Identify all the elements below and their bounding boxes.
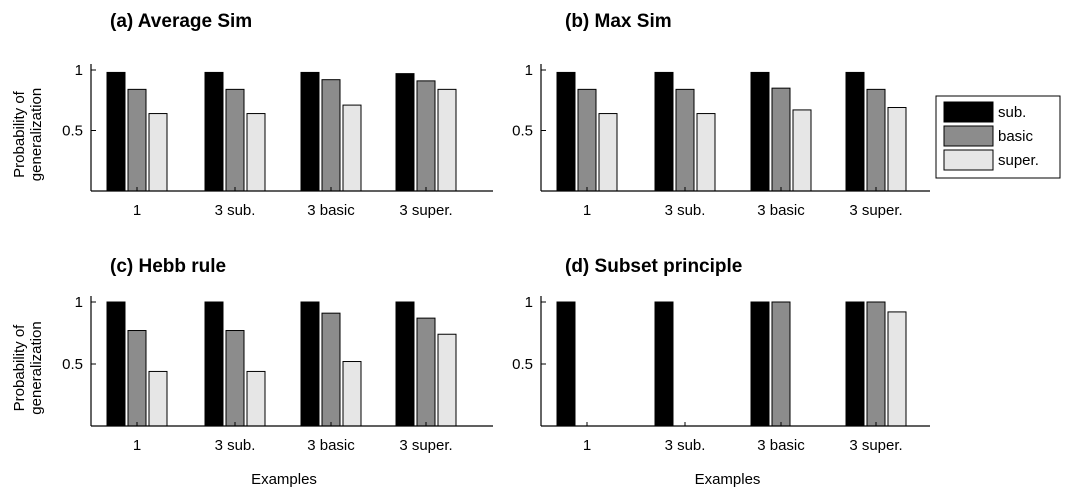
- bar-sub-3: [395, 73, 415, 192]
- bar-super-3: [887, 107, 907, 192]
- bar-basic-3: [866, 88, 886, 192]
- bar-basic-3: [416, 317, 436, 427]
- bar-super-0: [148, 370, 168, 427]
- y-tick-label: 0.5: [512, 356, 533, 373]
- y-tick-label: 0.5: [62, 356, 83, 373]
- bar-basic-0: [577, 88, 597, 192]
- x-tick-label: 3 sub.: [665, 202, 706, 219]
- legend-swatch: [943, 101, 994, 123]
- bar-super-0: [598, 113, 618, 192]
- bar-super-1: [696, 113, 716, 192]
- x-tick-label: 3 sub.: [665, 437, 706, 454]
- bar-sub-3: [845, 301, 865, 427]
- x-tick-label: 3 basic: [757, 437, 805, 454]
- legend-swatch: [943, 149, 994, 171]
- x-tick-label: 3 super.: [399, 437, 452, 454]
- bar-super-2: [342, 361, 362, 427]
- y-tick-label: 1: [525, 62, 533, 79]
- y-tick-label: 0.5: [62, 123, 83, 140]
- x-tick-label: 1: [133, 202, 141, 219]
- bar-sub-3: [395, 301, 415, 427]
- x-tick-label: 3 sub.: [215, 202, 256, 219]
- bar-basic-2: [321, 79, 341, 192]
- legend-label: basic: [998, 128, 1034, 145]
- chart-panel-1: (a) Average Sim 1 3 sub. 3 basic 3 super. 0.5…: [11, 11, 493, 219]
- bar-sub-0: [556, 71, 576, 192]
- x-tick-label: 3 basic: [757, 202, 805, 219]
- bar-sub-2: [750, 301, 770, 427]
- bar-basic-3: [416, 80, 436, 192]
- panel-title: (a) Average Sim: [110, 11, 252, 32]
- y-tick-label: 1: [75, 294, 83, 311]
- bar-sub-1: [204, 301, 224, 427]
- panel-title: (c) Hebb rule: [110, 256, 226, 277]
- bar-sub-2: [300, 301, 320, 427]
- bar-basic-3: [866, 301, 886, 427]
- bar-super-3: [887, 311, 907, 427]
- panel-title: (d) Subset principle: [565, 256, 742, 277]
- bar-basic-2: [771, 301, 791, 427]
- bar-sub-1: [654, 71, 674, 192]
- x-tick-label: 3 sub.: [215, 437, 256, 454]
- x-tick-label: 3 super.: [849, 437, 902, 454]
- x-tick-label: 3 basic: [307, 202, 355, 219]
- bar-super-1: [246, 370, 266, 427]
- bar-sub-0: [106, 301, 126, 427]
- bar-super-0: [148, 113, 168, 192]
- x-axis-label: Examples: [695, 471, 761, 488]
- x-tick-label: 3 super.: [399, 202, 452, 219]
- chart-panels: (a) Average Sim 1 3 sub. 3 basic 3 super. 0.5…: [11, 11, 930, 488]
- y-tick-label: 0.5: [512, 123, 533, 140]
- x-axis-label: Examples: [251, 471, 317, 488]
- x-tick-label: 3 basic: [307, 437, 355, 454]
- bar-sub-0: [556, 301, 576, 427]
- y-axis-label: generalization: [28, 321, 45, 414]
- chart-panel-2: (b) Max Sim 1 3 sub. 3 basic 3 super. 0.5 1: [512, 11, 930, 219]
- chart-panel-3: (c) Hebb rule 1 3 sub. 3 basic 3 super. 0.5 1 P…: [11, 256, 493, 488]
- bar-basic-1: [675, 88, 695, 192]
- bar-super-3: [437, 333, 457, 427]
- y-axis-label: generalization: [28, 88, 45, 181]
- x-tick-label: 1: [133, 437, 141, 454]
- bar-super-3: [437, 88, 457, 192]
- bar-super-1: [246, 113, 266, 192]
- bar-sub-1: [204, 71, 224, 192]
- legend-swatch: [943, 125, 994, 147]
- bar-sub-2: [750, 71, 770, 192]
- chart-panel-4: (d) Subset principle 1 3 sub. 3 basic 3 supe…: [512, 256, 930, 488]
- bar-sub-1: [654, 301, 674, 427]
- bar-basic-2: [771, 87, 791, 192]
- bar-basic-0: [127, 88, 147, 192]
- bar-super-2: [792, 109, 812, 192]
- bar-sub-0: [106, 71, 126, 192]
- legend-label: super.: [998, 152, 1039, 169]
- panel-title: (b) Max Sim: [565, 11, 672, 32]
- bar-basic-1: [225, 330, 245, 427]
- x-tick-label: 1: [583, 202, 591, 219]
- y-tick-label: 1: [75, 62, 83, 79]
- y-tick-label: 1: [525, 294, 533, 311]
- bar-sub-2: [300, 71, 320, 192]
- y-axis-label: Probability of: [11, 324, 28, 412]
- legend-label: sub.: [998, 104, 1026, 121]
- x-tick-label: 3 super.: [849, 202, 902, 219]
- bar-basic-0: [127, 330, 147, 427]
- x-tick-label: 1: [583, 437, 591, 454]
- bar-basic-1: [225, 88, 245, 192]
- y-axis-label: Probability of: [11, 90, 28, 178]
- bar-sub-3: [845, 71, 865, 192]
- bar-super-2: [342, 104, 362, 192]
- bar-basic-2: [321, 312, 341, 427]
- chart-legend: sub. basic super.: [935, 95, 1061, 179]
